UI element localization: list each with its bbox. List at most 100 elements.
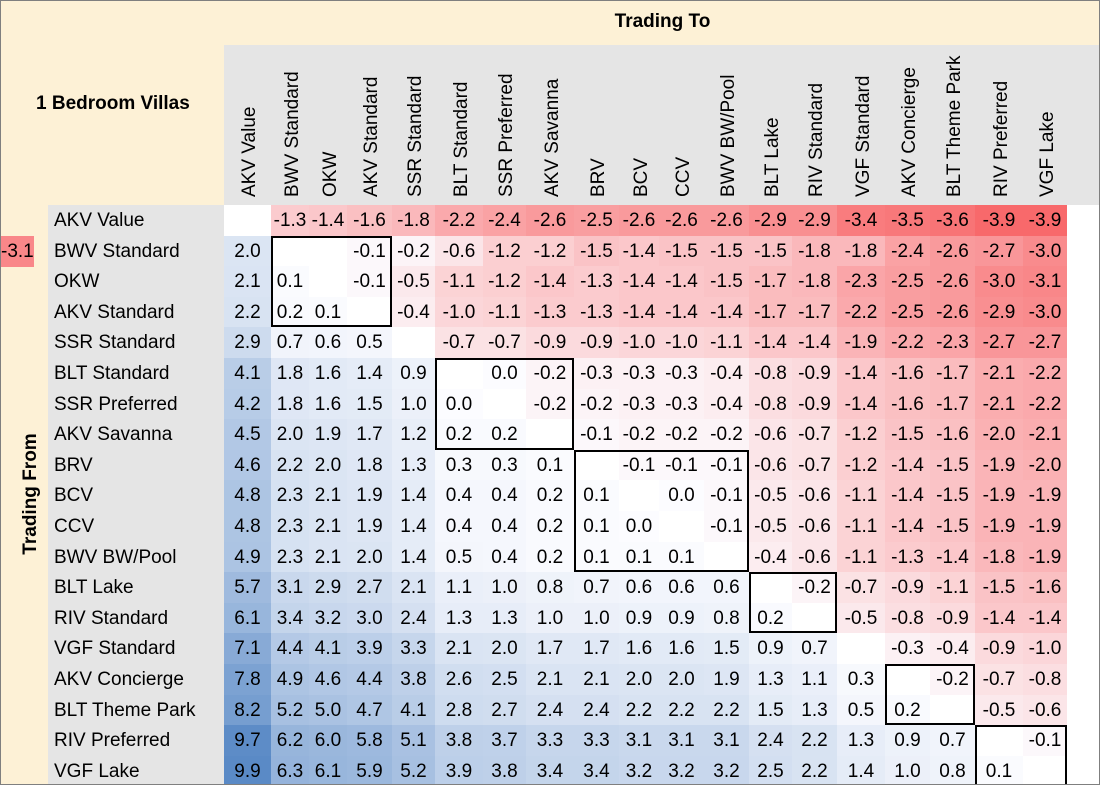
heatmap-cell: 1.9: [347, 511, 392, 542]
header-yellow-top: [1, 1, 1099, 45]
heatmap-cell: 3.4: [574, 755, 619, 784]
heatmap-cell: -1.2: [837, 419, 885, 451]
heatmap-cell: 3.1: [271, 572, 309, 604]
heatmap-cell: -1.1: [837, 480, 885, 512]
column-header: CCV: [673, 156, 694, 197]
heatmap-cell: 0.1: [526, 449, 574, 481]
heatmap-cell: 6.1: [309, 755, 347, 784]
heatmap-cell: 8.2: [224, 694, 271, 726]
heatmap-cell: -1.5: [885, 419, 930, 451]
heatmap-cell: 1.2: [392, 419, 435, 451]
heatmap-cell: 2.3: [271, 511, 309, 542]
heatmap-cell: -1.4: [704, 296, 749, 328]
heatmap-cell: -0.2: [574, 388, 619, 420]
heatmap-cell: -1.1: [930, 572, 975, 604]
heatmap-cell: -1.3: [526, 296, 574, 328]
heatmap-cell: 4.4: [271, 633, 309, 665]
heatmap-cell: 1.3: [483, 602, 526, 634]
heatmap-cell: 3.4: [271, 602, 309, 634]
heatmap-cell: 2.8: [435, 694, 483, 726]
heatmap-cell: 2.0: [619, 664, 659, 695]
heatmap-cell: 4.7: [347, 694, 392, 726]
heatmap-cell: -2.6: [704, 205, 749, 236]
heatmap-cell: 2.0: [309, 449, 347, 481]
header-yellow-corner: [48, 45, 224, 205]
heatmap-cell: -0.1: [704, 511, 749, 542]
heatmap-cell: -0.9: [526, 327, 574, 359]
heatmap-cell: 0.6: [619, 572, 659, 604]
heatmap-cell: [224, 205, 271, 236]
column-header: RIV Preferred: [990, 80, 1012, 197]
heatmap-cell: 2.0: [483, 633, 526, 665]
heatmap-cell: 4.6: [224, 449, 271, 481]
heatmap-cell: 1.5: [749, 694, 792, 726]
trading-from-title: Trading From: [20, 433, 41, 555]
column-header: SSR Preferred: [496, 73, 517, 197]
row-header: AKV Savanna: [54, 424, 173, 446]
heatmap-cell: -3.6: [930, 205, 975, 236]
heatmap-cell: -1.4: [837, 358, 885, 389]
heatmap-cell: 0.7: [930, 725, 975, 757]
row-header: AKV Value: [54, 210, 145, 231]
heatmap-cell: 2.4: [574, 694, 619, 726]
heatmap-cell: 1.4: [392, 541, 435, 573]
heatmap-cell: 0.4: [483, 541, 526, 573]
heatmap-cell: -0.9: [574, 327, 619, 359]
row-header: AKV Concierge: [54, 669, 184, 690]
heatmap-cell: 1.3: [837, 725, 885, 757]
heatmap-cell: -2.6: [930, 235, 975, 267]
heatmap-cell: 2.0: [659, 664, 704, 695]
heatmap-cell: 5.7: [224, 572, 271, 604]
heatmap-cell: -2.2: [1023, 388, 1067, 420]
heatmap-cell: 1.0: [526, 602, 574, 634]
heatmap-cell: -1.8: [975, 541, 1023, 573]
heatmap-cell: 1.7: [347, 419, 392, 451]
row-header: SSR Preferred: [54, 393, 178, 415]
heatmap-cell: -0.2: [930, 664, 975, 695]
heatmap-cell: -0.1: [619, 449, 659, 481]
heatmap-cell: -2.5: [885, 266, 930, 298]
heatmap-cell: 2.5: [749, 755, 792, 784]
heatmap-cell: 3.1: [619, 725, 659, 757]
column-header: OKW: [319, 151, 341, 197]
heatmap-cell: 2.4: [526, 694, 574, 726]
heatmap-cell: [1023, 755, 1067, 784]
heatmap-cell: -0.3: [659, 388, 704, 420]
heatmap-cell: -1.5: [704, 235, 749, 267]
heatmap-cell: -0.5: [749, 480, 792, 512]
heatmap-cell: 3.9: [435, 755, 483, 784]
heatmap-cell: 4.4: [347, 664, 392, 695]
heatmap-cell: 0.6: [704, 572, 749, 604]
heatmap-cell: 3.1: [659, 725, 704, 757]
heatmap-cell: 2.6: [435, 664, 483, 695]
heatmap-cell: -1.9: [1023, 511, 1067, 542]
heatmap-cell: -0.9: [792, 388, 837, 420]
heatmap-cell: -1.5: [659, 235, 704, 267]
heatmap-cell: 4.5: [224, 419, 271, 451]
heatmap-cell: -2.3: [930, 327, 975, 359]
heatmap-cell: [975, 725, 1023, 757]
row-header: AKV Standard: [54, 301, 175, 323]
heatmap-cell: 6.1: [224, 602, 271, 634]
heatmap-cell: -1.0: [1023, 633, 1067, 665]
heatmap-cell: 4.1: [224, 358, 271, 389]
heatmap-cell: -0.9: [930, 602, 975, 634]
heatmap-cell: -1.3: [885, 541, 930, 573]
heatmap-cell: -0.4: [392, 296, 435, 328]
heatmap-cell: -1.1: [483, 296, 526, 328]
heatmap-cell: -2.6: [930, 296, 975, 328]
header-yellow-left: [1, 45, 48, 784]
heatmap-cell: -0.7: [483, 327, 526, 359]
heatmap-cell: -0.3: [659, 358, 704, 389]
heatmap-cell: -0.2: [526, 358, 574, 389]
heatmap-cell: 3.8: [392, 664, 435, 695]
heatmap-cell: -1.3: [574, 266, 619, 298]
heatmap-cell: 5.0: [309, 694, 347, 726]
heatmap-cell: 1.6: [659, 633, 704, 665]
heatmap-cell: -0.2: [526, 388, 574, 420]
heatmap-cell: 3.3: [392, 633, 435, 665]
row-header: BLT Lake: [54, 577, 134, 599]
heatmap-cell: -0.2: [619, 419, 659, 451]
heatmap-cell: 6.0: [309, 725, 347, 757]
column-header: SSR Standard: [405, 75, 426, 197]
